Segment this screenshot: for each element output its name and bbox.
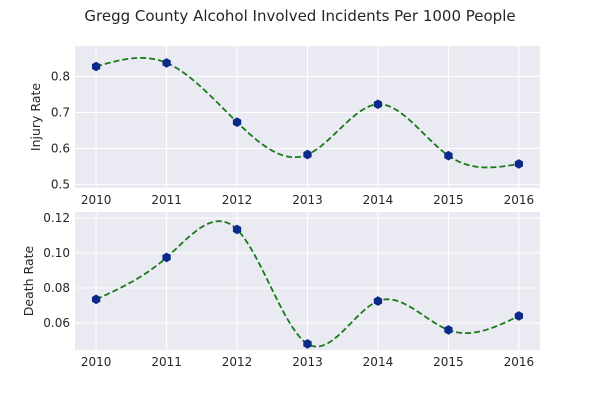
x-tick-label: 2011 (151, 355, 182, 369)
x-tick-label: 2015 (433, 355, 464, 369)
data-point-2015 (444, 150, 453, 161)
data-point-2015 (444, 325, 453, 335)
data-point-2013 (303, 339, 312, 349)
y-tick-label: 0.12 (43, 211, 70, 225)
x-tick-label: 2013 (292, 193, 323, 207)
x-tick-label: 2013 (292, 355, 323, 369)
y-axis-label: Death Rate (21, 245, 36, 316)
x-tick-label: 2012 (222, 193, 253, 207)
panel-death-rate: 2010 2011 2012 2013 2014 2015 2016 0.06 0.08 0.10… (21, 211, 540, 369)
x-tick-label: 2012 (222, 355, 253, 369)
y-axis-label: Injury Rate (28, 83, 43, 151)
y-tick-label: 0.7 (51, 106, 70, 120)
data-point-2013 (303, 149, 312, 160)
y-tick-label: 0.5 (51, 177, 70, 191)
x-tick-label: 2016 (504, 355, 535, 369)
data-point-2012 (232, 224, 242, 235)
data-point-2016 (514, 311, 524, 321)
y-tick-label: 0.10 (43, 246, 70, 260)
x-tick-label: 2016 (504, 193, 535, 207)
x-tick-label: 2014 (363, 355, 394, 369)
x-tick-label: 2010 (81, 193, 112, 207)
y-tick-label: 0.08 (43, 281, 70, 295)
data-point-2016 (514, 159, 524, 169)
x-tick-label: 2015 (433, 193, 464, 207)
data-point-2014 (373, 99, 383, 110)
y-tick-label: 0.06 (43, 316, 70, 330)
y-tick-label: 0.8 (51, 70, 70, 84)
data-point-2010 (91, 61, 101, 72)
x-tick-label: 2014 (363, 193, 394, 207)
x-tick-label: 2011 (151, 193, 182, 207)
data-point-2014 (373, 296, 383, 306)
y-tick-label: 0.6 (51, 141, 70, 155)
x-tick-label: 2010 (81, 355, 112, 369)
data-point-2012 (232, 117, 242, 128)
data-point-2011 (162, 58, 171, 68)
chart-title: Gregg County Alcohol Involved Incidents … (84, 7, 515, 25)
data-point-2010 (91, 294, 101, 305)
panel-injury-rate: 2010 2011 2012 2013 2014 2015 2016 0.5 0.6 0.7 0.8… (28, 46, 540, 207)
data-point-2011 (162, 252, 171, 263)
